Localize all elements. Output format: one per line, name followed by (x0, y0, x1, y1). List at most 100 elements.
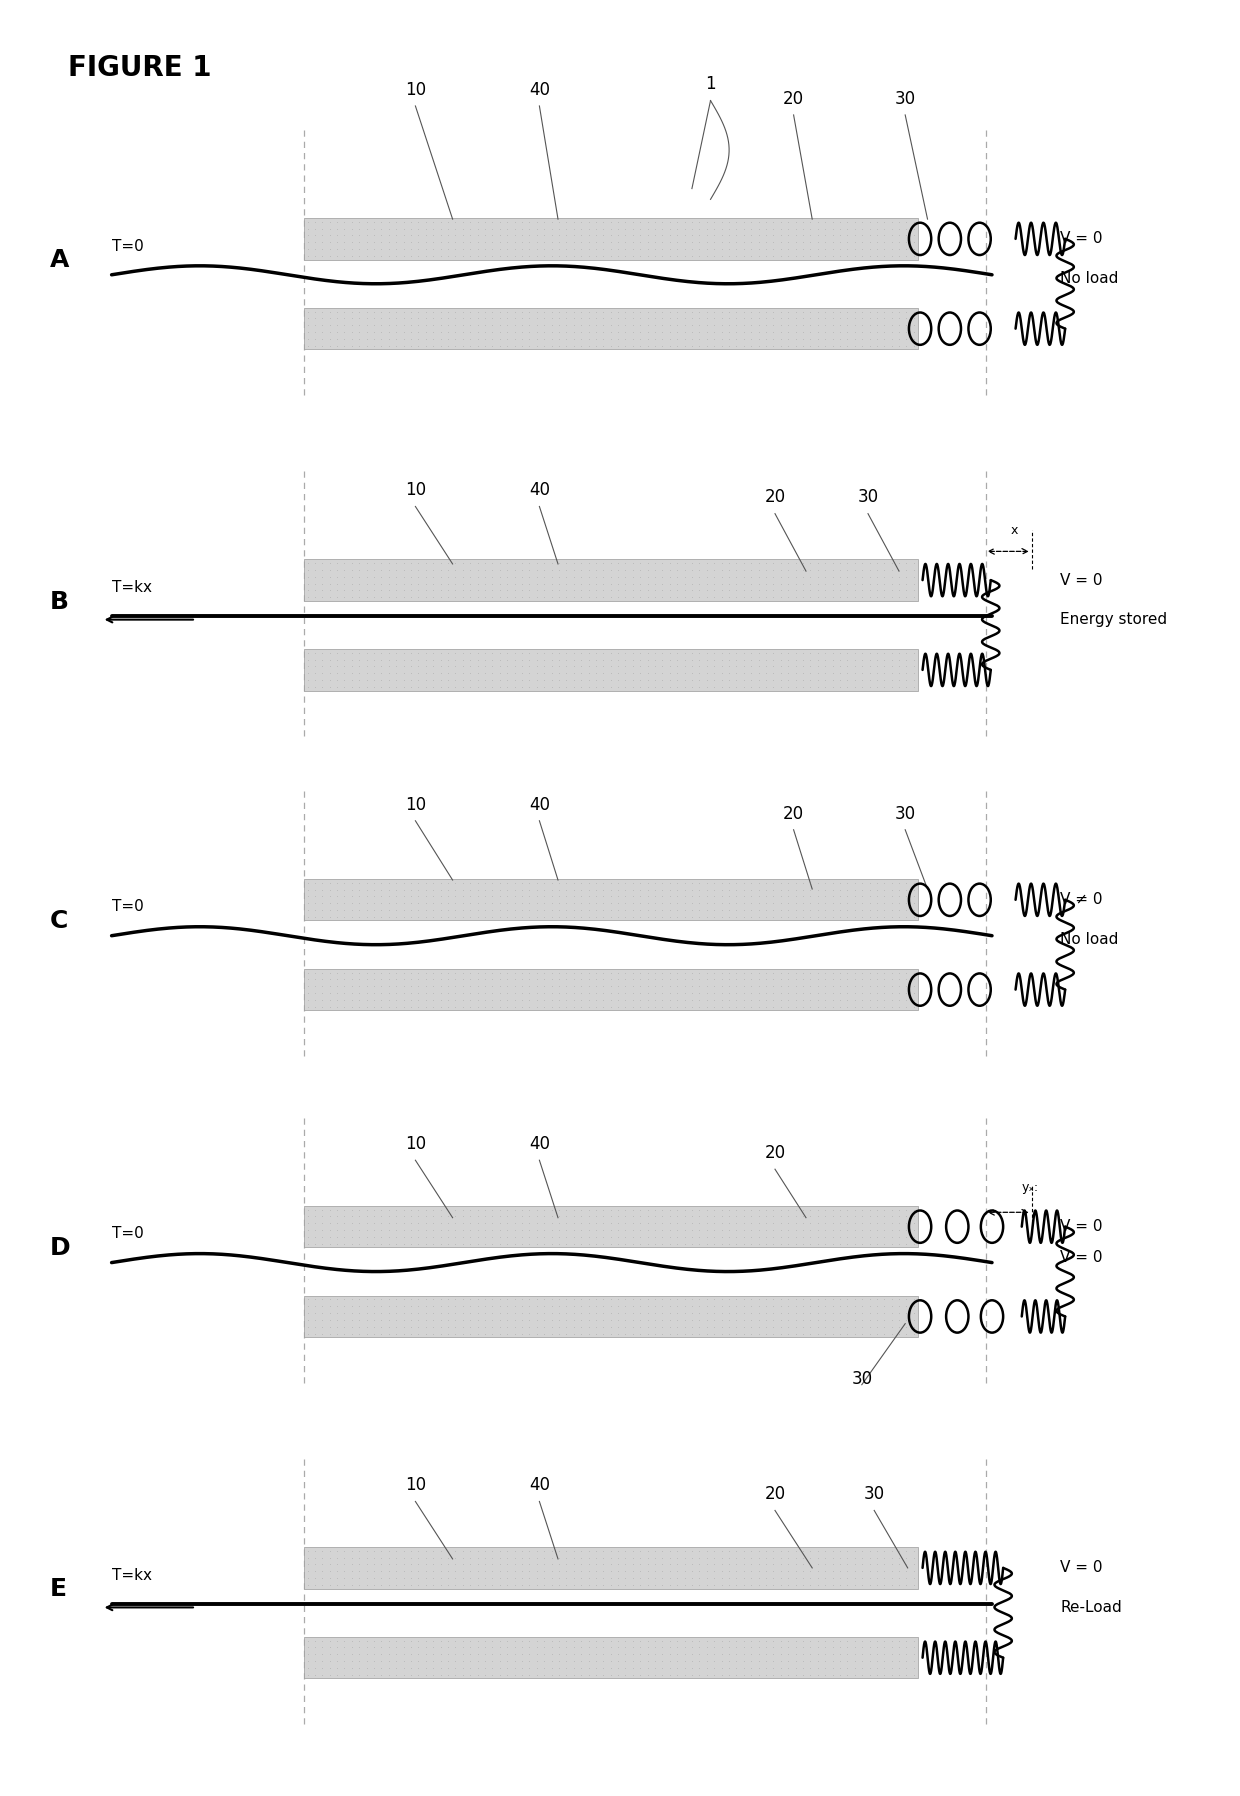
Point (534, 562, 554, 591)
Point (801, 1209, 821, 1237)
Point (645, 659, 665, 688)
Point (897, 1564, 916, 1593)
Point (771, 562, 791, 591)
Point (682, 330, 702, 359)
Point (615, 659, 635, 688)
Point (401, 869, 420, 898)
Point (587, 1209, 606, 1237)
Point (734, 959, 754, 988)
Point (622, 548, 642, 577)
Point (387, 1543, 407, 1572)
Point (719, 889, 739, 918)
Point (637, 1291, 657, 1320)
Point (564, 1647, 584, 1676)
Point (779, 666, 799, 695)
Point (712, 672, 732, 700)
Point (312, 1306, 332, 1334)
Point (512, 569, 532, 598)
Point (660, 1286, 680, 1315)
Point (749, 869, 769, 898)
Point (822, 882, 842, 911)
Point (572, 672, 591, 700)
Point (771, 1228, 791, 1257)
Point (764, 555, 784, 584)
Point (564, 221, 584, 250)
Point (490, 1291, 510, 1320)
Point (379, 311, 399, 339)
Point (771, 582, 791, 611)
Point (534, 1223, 554, 1252)
Point (342, 569, 362, 598)
Point (727, 1291, 746, 1320)
Point (697, 214, 717, 242)
Point (401, 1564, 420, 1593)
Point (460, 555, 480, 584)
Point (475, 993, 495, 1022)
Point (630, 869, 650, 898)
Point (482, 882, 502, 911)
Point (534, 296, 554, 327)
Point (904, 972, 924, 1000)
Point (667, 1286, 687, 1315)
Point (830, 1557, 849, 1586)
Point (801, 672, 821, 700)
Point (608, 993, 627, 1022)
Point (350, 652, 370, 681)
Point (594, 555, 614, 584)
Bar (304, 1546, 918, 1588)
Point (764, 1550, 784, 1579)
Point (897, 304, 916, 332)
Point (557, 972, 577, 1000)
Point (712, 555, 732, 584)
Point (497, 993, 517, 1022)
Point (594, 1647, 614, 1676)
Point (534, 1536, 554, 1564)
Point (335, 1640, 355, 1668)
Point (357, 1654, 377, 1683)
Point (771, 986, 791, 1015)
Point (807, 959, 827, 988)
Point (756, 207, 776, 235)
Point (327, 889, 347, 918)
Point (342, 296, 362, 327)
Text: 30: 30 (894, 805, 916, 823)
Point (882, 889, 901, 918)
Point (786, 1299, 806, 1327)
Point (335, 1318, 355, 1347)
Point (467, 304, 487, 332)
Point (682, 1299, 702, 1327)
Point (667, 1557, 687, 1586)
Point (549, 1196, 569, 1225)
Point (630, 1543, 650, 1572)
Point (394, 1196, 414, 1225)
Point (482, 577, 502, 605)
Point (652, 993, 672, 1022)
Point (660, 582, 680, 611)
Point (622, 1557, 642, 1586)
Point (350, 1557, 370, 1586)
Point (712, 1654, 732, 1683)
Point (394, 221, 414, 250)
Point (637, 235, 657, 264)
Point (564, 869, 584, 898)
Point (667, 889, 687, 918)
Point (534, 1627, 554, 1656)
Point (660, 1291, 680, 1320)
Point (342, 1570, 362, 1600)
Point (889, 903, 909, 932)
Point (445, 986, 465, 1015)
Point (327, 869, 347, 898)
Point (342, 318, 362, 347)
Point (497, 1196, 517, 1225)
Point (815, 889, 835, 918)
Point (844, 1557, 864, 1586)
Point (549, 1570, 569, 1600)
Point (904, 555, 924, 584)
Point (401, 875, 420, 903)
Point (637, 1543, 657, 1572)
Point (867, 221, 887, 250)
Point (675, 1557, 694, 1586)
Point (572, 964, 591, 993)
Point (667, 882, 687, 911)
Point (298, 304, 317, 332)
